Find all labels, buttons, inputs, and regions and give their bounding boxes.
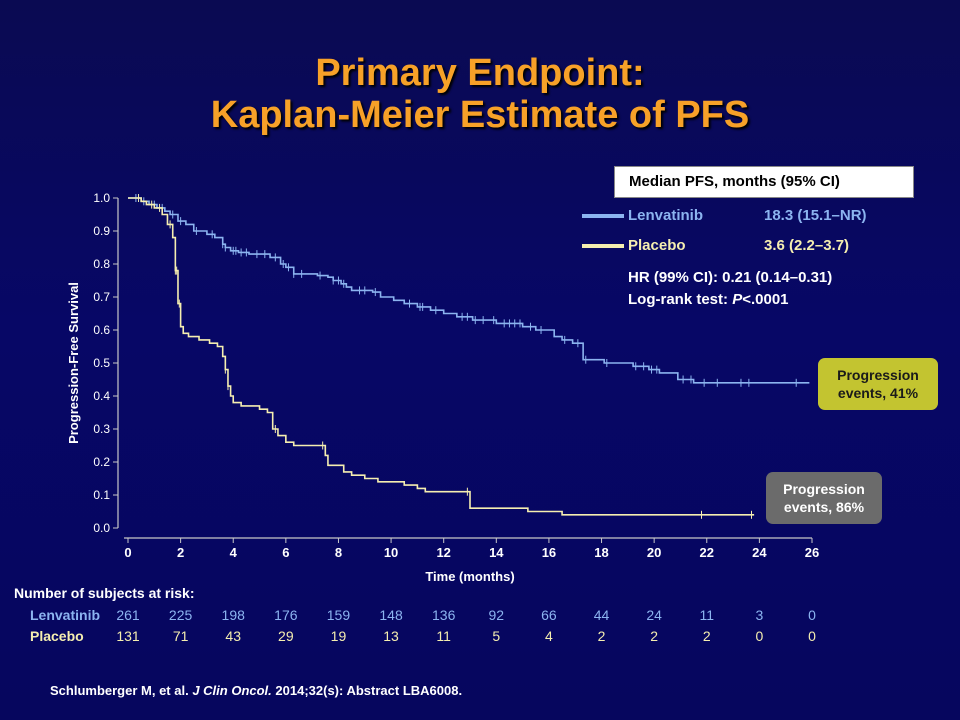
x-tick-label: 26	[805, 545, 819, 560]
x-axis-label: Time (months)	[425, 569, 514, 584]
x-tick-label: 24	[752, 545, 767, 560]
y-tick-label: 0.3	[93, 422, 110, 436]
logrank-prefix: Log-rank test:	[628, 291, 733, 308]
logrank-p: P	[732, 291, 743, 308]
risk-cell-lenvatinib: 66	[541, 607, 557, 623]
y-tick-label: 0.0	[93, 521, 110, 535]
curve-placebo	[128, 197, 755, 516]
legend-row-placebo: Placebo 3.6 (2.2–3.7)	[582, 235, 902, 257]
y-tick-label: 0.6	[93, 323, 110, 337]
x-tick-label: 10	[384, 545, 398, 560]
risk-cell-placebo: 131	[116, 628, 140, 644]
risk-cell-lenvatinib: 0	[808, 607, 816, 623]
slide-title: Primary Endpoint: Kaplan-Meier Estimate …	[0, 52, 960, 136]
risk-cell-placebo: 0	[755, 628, 764, 644]
y-tick-label: 0.4	[93, 389, 110, 403]
y-tick-label: 0.5	[93, 356, 110, 370]
legend-swatch-lenvatinib	[582, 214, 624, 218]
legend-row-lenvatinib: Lenvatinib 18.3 (15.1–NR)	[582, 205, 902, 227]
risk-row-label-lenvatinib: Lenvatinib	[30, 607, 101, 623]
callout-lenvatinib-line-2: events, 41%	[837, 385, 919, 401]
risk-cell-placebo: 0	[808, 628, 816, 644]
risk-cell-lenvatinib: 225	[168, 607, 193, 623]
risk-cell-placebo: 2	[597, 628, 606, 644]
x-tick-label: 20	[647, 545, 661, 560]
risk-cell-placebo: 2	[650, 628, 659, 644]
x-tick-label: 6	[282, 545, 289, 560]
callout-lenvatinib-line-1: Progression	[837, 367, 919, 383]
median-pfs-header: Median PFS, months (95% CI)	[614, 166, 914, 198]
y-tick-label: 0.8	[93, 257, 110, 271]
x-tick-label: 4	[230, 545, 238, 560]
citation-details: 2014;32(s): Abstract LBA6008.	[271, 683, 463, 698]
legend-name-placebo: Placebo	[628, 237, 686, 254]
chart-curves	[128, 194, 810, 519]
logrank-suffix: <.0001	[742, 291, 789, 308]
title-line-1: Primary Endpoint:	[315, 52, 645, 94]
risk-cell-lenvatinib: 261	[116, 607, 140, 623]
citation-authors: Schlumberger M, et al.	[50, 683, 193, 698]
hazard-ratio: HR (99% CI): 0.21 (0.14–0.31)	[628, 269, 833, 286]
y-axis-label: Progression-Free Survival	[66, 282, 81, 444]
chart-axes: 0 2 4 6 8 10 12 14 16 18 20 22 24 260.00.10.20.30.40.…	[66, 191, 819, 584]
legend-swatch-placebo	[582, 244, 624, 248]
legend-value-lenvatinib: 18.3 (15.1–NR)	[764, 207, 867, 224]
risk-cell-placebo: 5	[492, 628, 501, 644]
risk-cell-placebo: 19	[330, 628, 347, 644]
risk-cell-lenvatinib: 136	[432, 607, 456, 623]
callout-placebo-line-1: Progression	[783, 481, 865, 497]
y-tick-label: 0.2	[93, 455, 110, 469]
risk-cell-placebo: 29	[278, 628, 294, 644]
risk-cell-lenvatinib: 148	[379, 607, 403, 623]
risk-cell-lenvatinib: 24	[646, 607, 662, 623]
risk-cell-placebo: 71	[172, 628, 189, 644]
risk-cell-lenvatinib: 44	[593, 607, 610, 623]
risk-cell-placebo: 2	[702, 628, 711, 644]
logrank-test: Log-rank test: P<.0001	[628, 290, 789, 310]
x-tick-label: 12	[436, 545, 450, 560]
x-tick-label: 14	[489, 545, 504, 560]
risk-cell-placebo: 4	[545, 628, 553, 644]
risk-cell-placebo: 11	[436, 628, 451, 644]
x-tick-label: 2	[177, 545, 184, 560]
curve-lenvatinib	[128, 197, 810, 384]
legend-value-placebo: 3.6 (2.2–3.7)	[764, 237, 850, 254]
risk-cell-lenvatinib: 3	[755, 607, 764, 623]
callout-placebo-line-2: events, 86%	[783, 499, 865, 515]
callout-placebo-events: Progression events, 86%	[766, 472, 882, 524]
callout-lenvatinib-events: Progression events, 41%	[818, 358, 938, 410]
risk-cell-placebo: 43	[225, 628, 241, 644]
y-tick-label: 0.7	[93, 290, 110, 304]
y-tick-label: 0.1	[93, 488, 110, 502]
y-tick-label: 0.9	[93, 224, 110, 238]
x-tick-label: 0	[124, 545, 131, 560]
citation: Schlumberger M, et al. J Clin Oncol. 201…	[50, 683, 462, 698]
risk-cell-lenvatinib: 11	[699, 607, 715, 623]
legend-name-lenvatinib: Lenvatinib	[628, 207, 704, 224]
risk-cell-lenvatinib: 176	[274, 607, 298, 623]
risk-row-label-placebo: Placebo	[30, 628, 84, 644]
risk-cell-lenvatinib: 159	[326, 607, 351, 623]
risk-cell-lenvatinib: 92	[488, 607, 505, 623]
citation-journal: J Clin Oncol.	[192, 683, 272, 698]
x-tick-label: 18	[594, 545, 608, 560]
risk-cell-lenvatinib: 198	[221, 607, 245, 623]
risk-table-title: Number of subjects at risk:	[14, 585, 195, 601]
risk-cell-placebo: 13	[383, 628, 399, 644]
title-line-2: Kaplan-Meier Estimate of PFS	[210, 94, 750, 136]
x-tick-label: 16	[542, 545, 556, 560]
x-tick-label: 8	[335, 545, 342, 560]
y-tick-label: 1.0	[93, 191, 110, 205]
x-tick-label: 22	[700, 545, 714, 560]
